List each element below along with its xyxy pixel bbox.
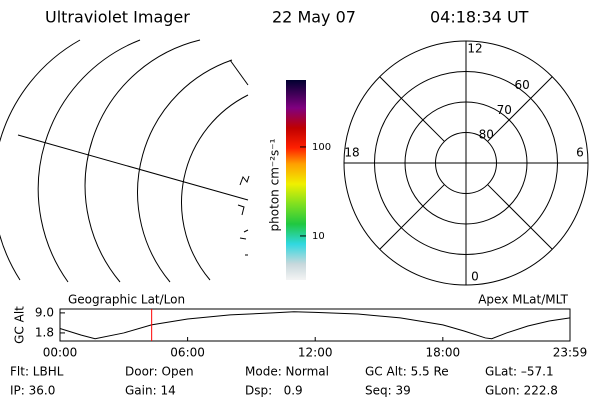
spoke: [487, 184, 553, 250]
lat-label: 70: [497, 103, 512, 117]
footer-field: GLat: –57.1: [485, 365, 554, 379]
colorbar-label: photon cm⁻²s⁻¹: [268, 138, 282, 231]
footer-field: Dsp: 0.9: [245, 384, 303, 398]
x-tick-label: 18:00: [426, 346, 461, 360]
spoke: [487, 76, 553, 142]
spoke: [379, 184, 445, 250]
mlt-label: 6: [576, 146, 584, 160]
x-tick-label: 23:59: [553, 346, 588, 360]
colorbar-tick-label: 10: [312, 231, 325, 242]
mlt-label: 0: [471, 270, 479, 284]
mlt-label: 12: [467, 42, 482, 56]
plot-frame: [59, 308, 571, 342]
y-tick-label: 9.0: [35, 305, 54, 319]
y-tick-label: 1.8: [35, 325, 54, 339]
footer-field: Door: Open: [125, 365, 194, 379]
footer-field: GLon: 222.8: [485, 384, 558, 398]
footer-field: GC Alt: 5.5 Re: [365, 365, 449, 379]
x-tick-label: 00:00: [43, 346, 78, 360]
y-label: GC Alt: [13, 306, 27, 344]
date: 22 May 07: [272, 8, 356, 27]
right-label: Apex MLat/MLT: [478, 293, 568, 307]
mlt-label: 18: [344, 146, 359, 160]
time: 04:18:34 UT: [430, 8, 529, 27]
spoke: [379, 76, 445, 142]
geo-map: [0, 39, 250, 283]
alt-line: [59, 311, 571, 340]
footer-field: Seq: 39: [365, 384, 411, 398]
footer-field: Gain: 14: [125, 384, 176, 398]
lat-label: 60: [514, 78, 529, 92]
footer-field: Flt: LBHL: [10, 365, 64, 379]
instrument: Ultraviolet Imager: [45, 8, 190, 27]
footer-field: IP: 36.0: [10, 384, 55, 398]
x-tick-label: 12:00: [298, 346, 333, 360]
x-tick-label: 06:00: [170, 346, 205, 360]
left-label: Geographic Lat/Lon: [68, 293, 185, 307]
footer-field: Mode: Normal: [245, 365, 329, 379]
colorbar-tick-label: 100: [312, 142, 331, 153]
lat-label: 80: [479, 128, 494, 142]
colorbar: [286, 80, 306, 280]
